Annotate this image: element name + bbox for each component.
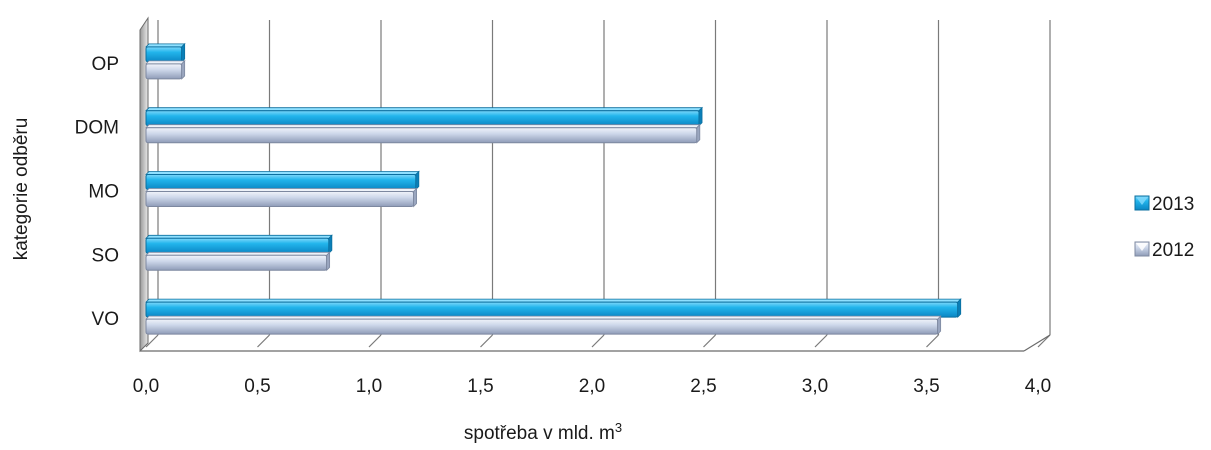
- bar-end-face: [413, 187, 417, 208]
- x-tick-label: 2,5: [690, 376, 716, 397]
- x-tick-label: 4,0: [1025, 376, 1051, 397]
- x-axis-title: spotřeba v mld. m3: [464, 420, 622, 445]
- bar-so-2013: [145, 234, 333, 255]
- bars: [145, 42, 962, 336]
- bar-mo-2013: [145, 170, 420, 191]
- bar-end-face: [181, 42, 186, 63]
- x-tick-label: 2,0: [579, 376, 605, 397]
- x-tick-label: 0,0: [133, 376, 159, 397]
- legend-item-2013: 2013: [1134, 194, 1194, 215]
- floor-gridline: [814, 334, 828, 348]
- bar-end-face: [698, 106, 703, 127]
- x-tick-label: 3,0: [802, 376, 828, 397]
- x-tick-label: 3,5: [913, 376, 939, 397]
- bar-end-face: [937, 315, 942, 336]
- bar-mo-2012: [145, 187, 418, 208]
- legend-label: 2012: [1152, 240, 1194, 261]
- bar-dom-2012: [145, 123, 701, 144]
- bar-end-face: [326, 251, 331, 272]
- floor-gridline: [145, 334, 159, 348]
- bar-front-face: [145, 301, 959, 318]
- bar-vo-2013: [145, 298, 962, 319]
- bar-front-face: [145, 318, 939, 335]
- y-tick-label: OP: [92, 54, 119, 75]
- bar-end-face: [328, 234, 333, 255]
- bar-vo-2012: [145, 315, 942, 336]
- bar-front-face: [145, 237, 330, 254]
- floor-gridline: [1037, 334, 1051, 348]
- y-tick-label: DOM: [75, 118, 119, 139]
- legend-swatch-highlight: [1136, 197, 1148, 205]
- y-tick-label: VO: [92, 309, 119, 330]
- floor-gridline: [368, 334, 382, 348]
- bar-front-face: [145, 191, 415, 207]
- x-tick-label: 1,5: [467, 376, 493, 397]
- floor-gridline: [703, 334, 716, 348]
- floor-gridline: [480, 334, 493, 348]
- bar-op-2012: [145, 59, 186, 80]
- floor-edge: [1023, 334, 1051, 352]
- bar-end-face: [957, 298, 962, 319]
- bar-front-face: [145, 254, 328, 271]
- bar-end-face: [181, 59, 186, 80]
- bar-op-2013: [145, 42, 186, 63]
- y-axis-title: kategorie odběru: [11, 118, 32, 261]
- floor-gridline: [591, 334, 605, 348]
- floor-gridline: [926, 334, 939, 348]
- labels: 0,0 0,5 1,0 1,5 2,0 2,5 3,0 3,5 4,0 OP DOM MO SO VO ka…: [11, 54, 1051, 444]
- bar-front-face: [145, 63, 183, 80]
- floor-gridline: [257, 334, 270, 348]
- bar-front-face: [145, 110, 700, 127]
- bar-front-face: [145, 127, 698, 144]
- legend-item-2012: 2012: [1134, 240, 1194, 261]
- x-tick-label: 1,0: [356, 376, 382, 397]
- legend-label: 2013: [1152, 194, 1194, 215]
- legend-swatch-highlight: [1136, 243, 1148, 251]
- bar-dom-2013: [145, 106, 704, 127]
- bar-end-face: [696, 123, 701, 144]
- bar-end-face: [415, 170, 420, 191]
- y-tick-label: MO: [88, 182, 119, 203]
- legend: 2013 2012: [1134, 194, 1194, 261]
- y-tick-label: SO: [92, 245, 119, 266]
- bar-front-face: [145, 46, 183, 63]
- bar-so-2012: [145, 251, 331, 272]
- bar-front-face: [145, 174, 417, 190]
- x-tick-label: 0,5: [244, 376, 270, 397]
